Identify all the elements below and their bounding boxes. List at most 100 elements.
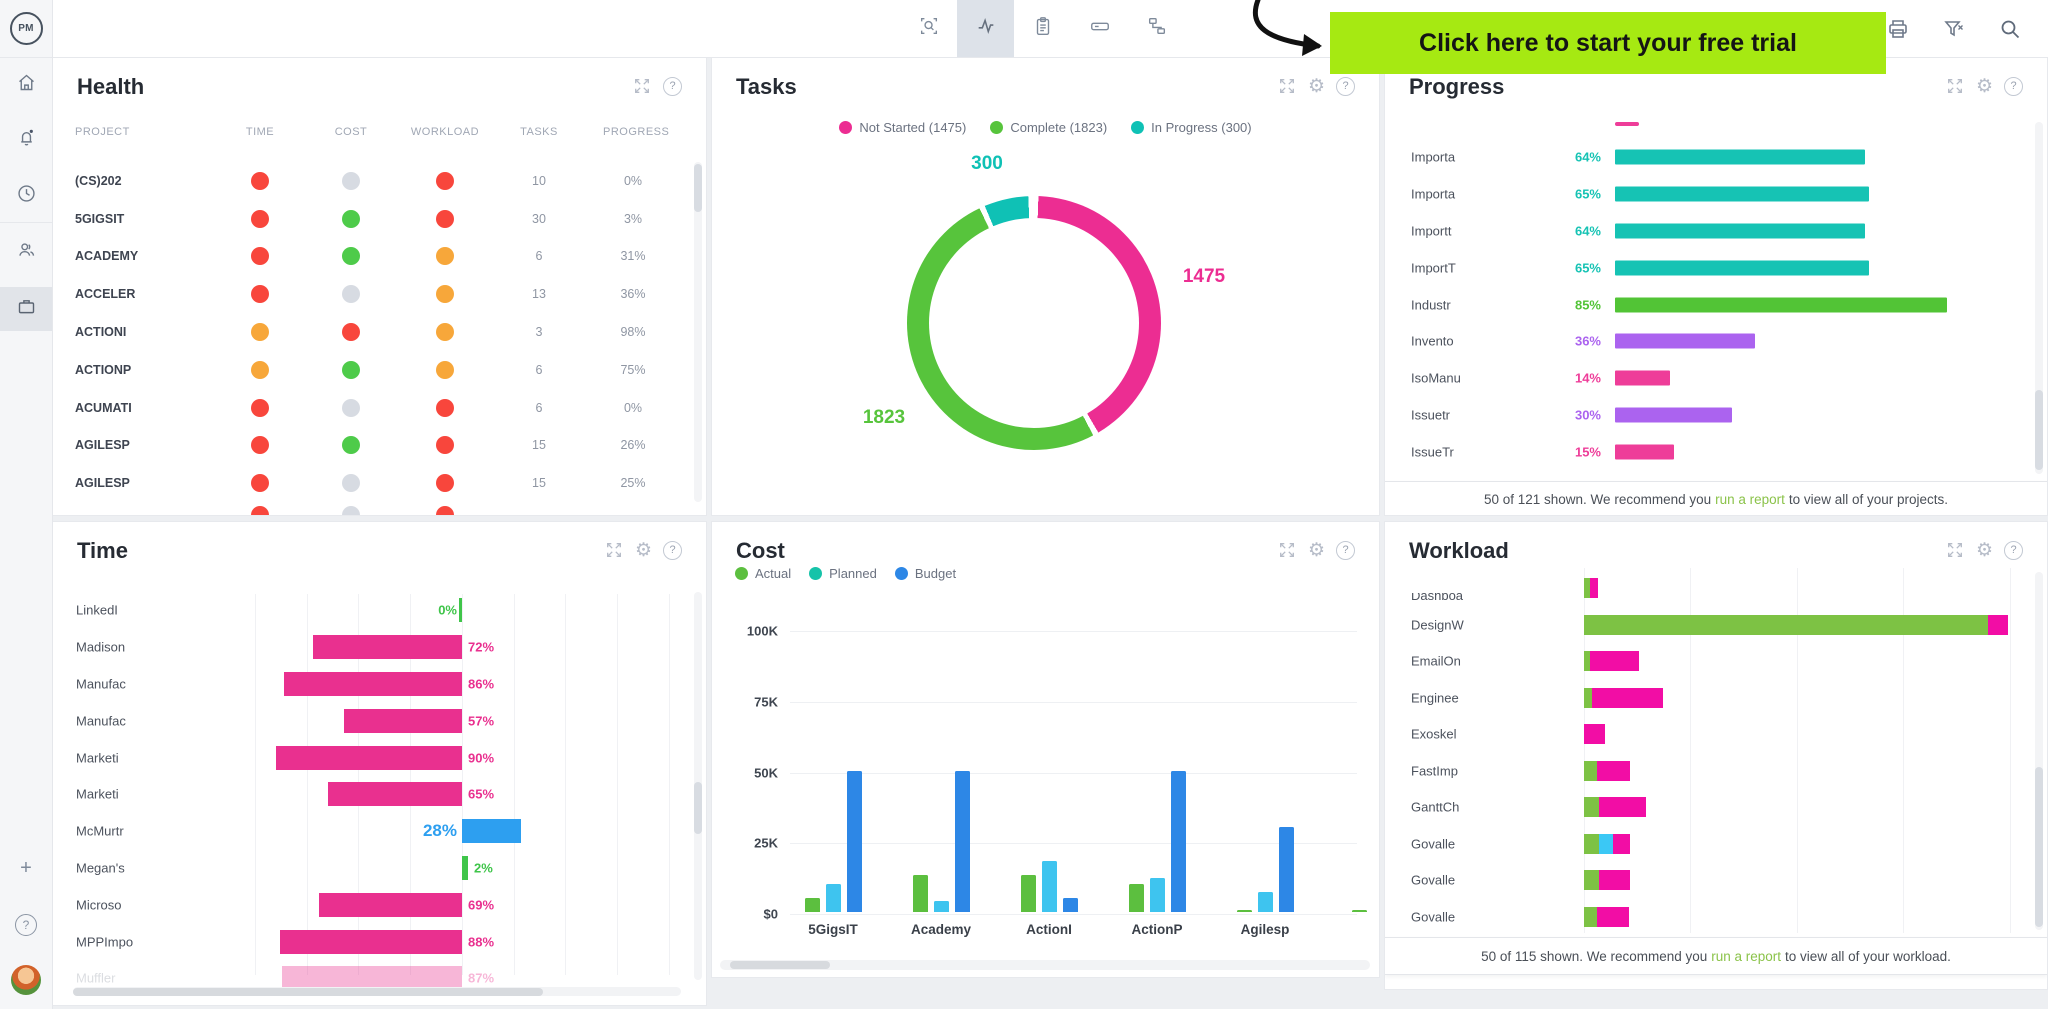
help-icon[interactable]: ?: [2004, 540, 2023, 560]
table-row: 5GIGSIT 30 3%: [53, 200, 706, 238]
sidebar: PM + ?: [0, 0, 53, 1009]
workload-segment-pink: [1613, 833, 1630, 854]
zoom-select-tool[interactable]: [900, 0, 957, 57]
run-report-link[interactable]: run a report: [1715, 491, 1785, 507]
free-trial-banner[interactable]: Click here to start your free trial: [1330, 12, 1886, 74]
expand-icon[interactable]: [1945, 76, 1965, 96]
sidebar-help-button[interactable]: ?: [0, 903, 52, 947]
horizontal-scrollbar: [73, 987, 681, 996]
run-report-link[interactable]: run a report: [1711, 948, 1782, 964]
gridline: [1797, 568, 1798, 933]
vertical-scrollbar: [2035, 572, 2043, 930]
legend-item: Complete (1823): [990, 120, 1107, 135]
legend-item: In Progress (300): [1131, 120, 1252, 135]
table-row: ACTIONI 3 98%: [53, 313, 706, 351]
settings-icon[interactable]: ⚙: [1975, 539, 1993, 561]
clipboard-tool[interactable]: [1014, 0, 1071, 57]
user-avatar[interactable]: [0, 958, 52, 1002]
settings-icon[interactable]: ⚙: [1307, 75, 1325, 97]
time-row: Madison 72%: [53, 629, 706, 666]
scrollbar-thumb[interactable]: [73, 988, 543, 996]
gridline: [790, 914, 1357, 915]
cost-status-dot: [342, 285, 360, 304]
time-bar: [284, 671, 462, 696]
status-dot: [342, 506, 360, 515]
cost-legend: Actual Planned Budget: [735, 566, 956, 581]
x-axis-label: Academy: [910, 922, 972, 937]
health-table-header: PROJECT TIME COST WORKLOAD TASKS PROGRES…: [53, 126, 706, 150]
scrollbar-thumb[interactable]: [694, 164, 702, 212]
settings-icon[interactable]: ⚙: [634, 539, 652, 561]
workload-status-dot: [436, 209, 454, 228]
cost-bar-actual: [1236, 910, 1252, 912]
progress-row: ImportT 65%: [1385, 249, 2047, 286]
help-icon[interactable]: ?: [1336, 540, 1355, 560]
legend-item: Planned: [809, 566, 877, 581]
scrollbar-thumb[interactable]: [694, 782, 702, 834]
clear-filter-button[interactable]: [1942, 17, 1966, 41]
bell-icon: [16, 127, 37, 153]
help-icon[interactable]: ?: [663, 76, 682, 96]
expand-icon[interactable]: [1277, 540, 1297, 560]
resource-name: Dashboa: [1411, 592, 1464, 603]
resource-name: EmailOn: [1411, 653, 1461, 669]
help-icon[interactable]: ?: [2004, 76, 2023, 96]
panel-tasks: Tasks ⚙ ? Not Started (1475) Complete (18…: [711, 57, 1380, 516]
cost-status-dot: [342, 247, 360, 266]
sidebar-add-button[interactable]: +: [0, 846, 52, 890]
project-name: MPPImpo: [76, 934, 134, 950]
scrollbar-thumb[interactable]: [730, 961, 830, 969]
x-axis-label: ActionP: [1131, 922, 1183, 937]
activity-tool[interactable]: [957, 0, 1014, 57]
pm-logo[interactable]: PM: [0, 6, 52, 50]
sidebar-item-home[interactable]: [0, 63, 52, 107]
time-bar: [282, 966, 462, 991]
footer-text: 50 of 115 shown. We recommend you: [1481, 948, 1708, 964]
sidebar-item-recent[interactable]: [0, 174, 52, 218]
gridline: [255, 594, 256, 975]
settings-icon[interactable]: ⚙: [1975, 75, 1993, 97]
expand-icon[interactable]: [632, 76, 652, 96]
scrollbar-thumb[interactable]: [2035, 767, 2043, 927]
expand-icon[interactable]: [604, 540, 624, 560]
workload-segment-green: [1584, 760, 1597, 781]
progress-bar: [1615, 149, 1865, 165]
expand-icon[interactable]: [1945, 540, 1965, 560]
cost-bar-planned: [1149, 878, 1165, 912]
cost-status-dot: [342, 323, 360, 342]
briefcase-icon: [16, 296, 37, 322]
help-icon[interactable]: ?: [1336, 76, 1355, 96]
sidebar-item-team[interactable]: [0, 230, 52, 274]
pm-logo-icon: PM: [9, 11, 43, 45]
tasks-count: 6: [535, 249, 543, 264]
sidebar-item-portfolio[interactable]: [0, 287, 52, 331]
progress-percent: 31%: [620, 249, 646, 264]
settings-icon[interactable]: ⚙: [1307, 539, 1325, 561]
progress-percent: 65%: [1574, 260, 1601, 276]
expand-icon[interactable]: [1277, 76, 1297, 96]
panel-title: Tasks: [736, 74, 797, 99]
progress-bar: [1615, 407, 1732, 423]
time-percent: 57%: [468, 713, 495, 729]
search-button[interactable]: [1998, 17, 2022, 41]
progress-percent: 85%: [1574, 297, 1601, 313]
help-icon[interactable]: ?: [663, 540, 682, 560]
time-status-dot: [251, 360, 269, 379]
gridline: [514, 594, 515, 975]
print-button[interactable]: [1886, 17, 1910, 41]
legend-label: In Progress (300): [1151, 120, 1252, 135]
project-name: Marketi: [76, 786, 119, 802]
workload-segment-green: [1584, 614, 1988, 635]
time-bar: [313, 635, 462, 660]
vertical-scrollbar: [2035, 122, 2043, 474]
resource-name: GanttCh: [1411, 799, 1460, 815]
text-field-tool[interactable]: [1071, 0, 1128, 57]
legend-item: Actual: [735, 566, 791, 581]
health-row-partial: [53, 506, 706, 515]
progress-percent: 64%: [1574, 149, 1601, 165]
workflow-tool[interactable]: [1128, 0, 1185, 57]
sidebar-item-notifications[interactable]: [0, 118, 52, 162]
scrollbar-thumb[interactable]: [2035, 390, 2043, 470]
legend-item: Budget: [894, 566, 956, 581]
column-header: TIME: [245, 126, 275, 138]
